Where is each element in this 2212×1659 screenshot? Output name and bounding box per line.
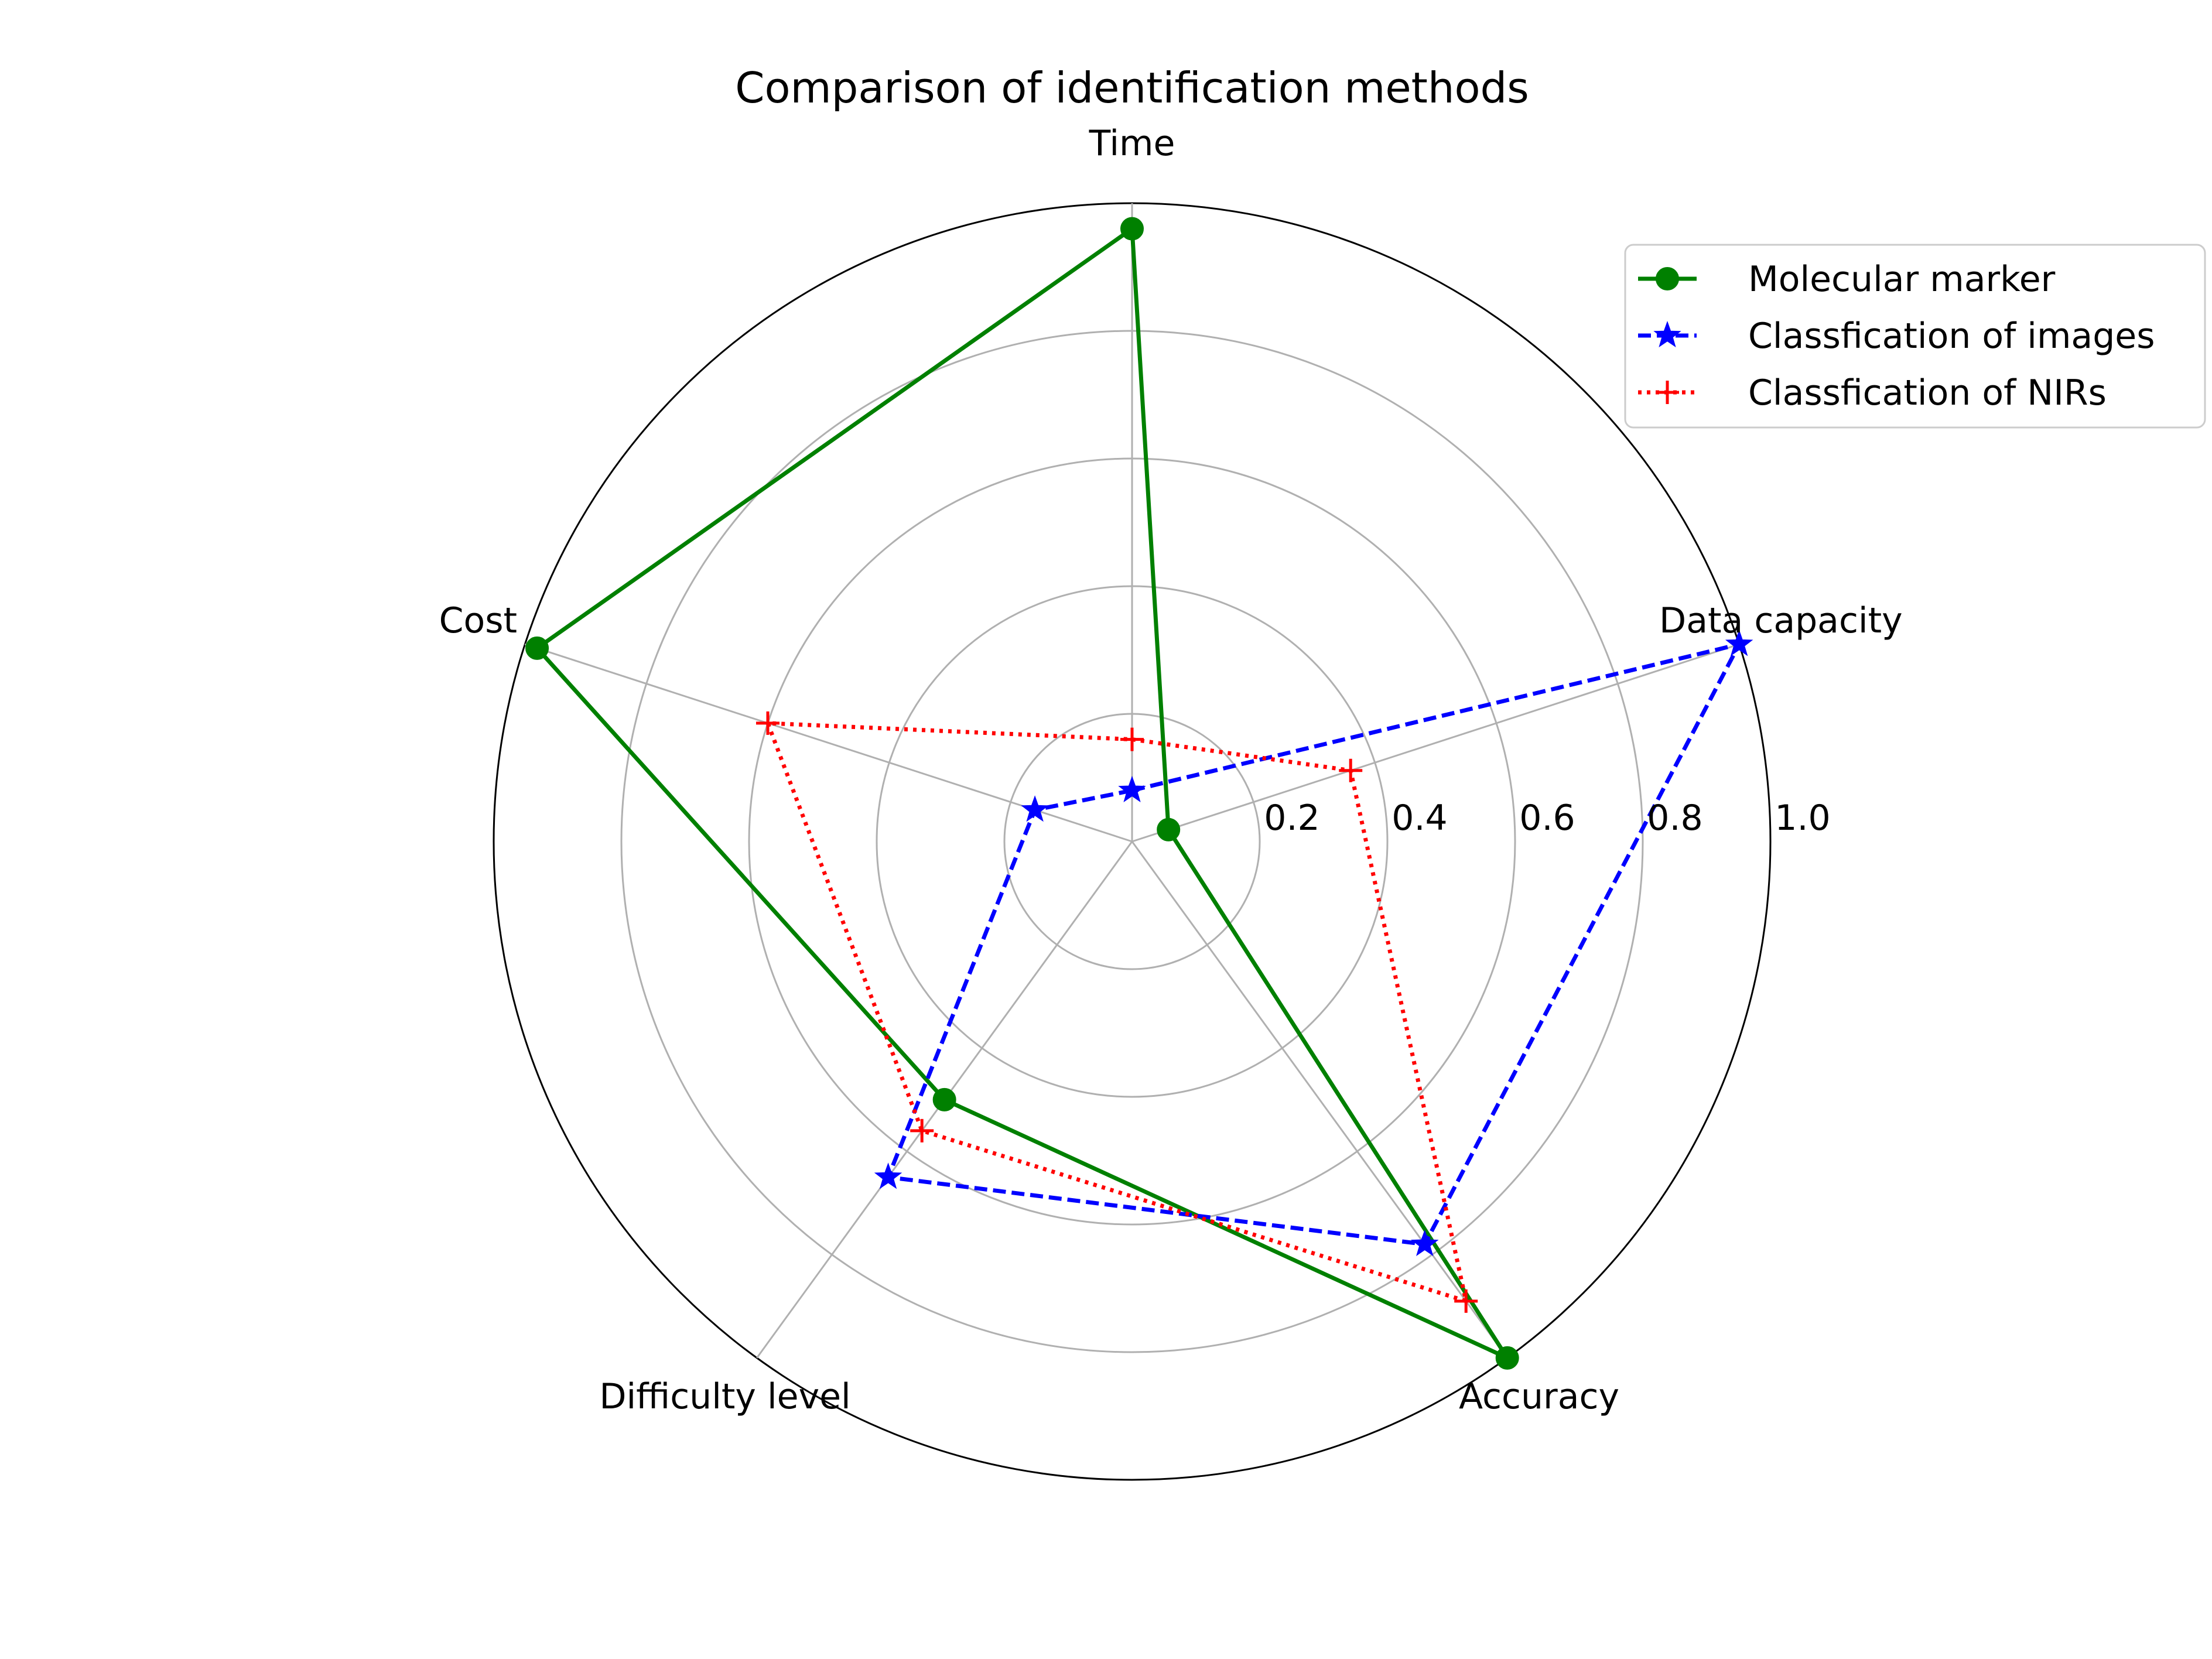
radial-tick-label: 0.6 [1519, 798, 1575, 839]
series-line [535, 227, 1510, 1360]
series-molecular-marker [525, 217, 1519, 1370]
category-label: Time [1089, 123, 1175, 164]
radial-tick-label: 0.8 [1647, 798, 1702, 839]
series-line [765, 721, 1468, 1304]
series-line [886, 642, 1742, 1247]
legend-entry: Classfication of NIRs [1638, 372, 2107, 413]
data-point [1118, 775, 1146, 802]
data-point [1021, 795, 1049, 822]
data-point [1410, 1229, 1439, 1257]
data-point [1339, 758, 1363, 782]
legend-entry: Molecular marker [1638, 259, 2056, 300]
radar-grid [493, 202, 1772, 1481]
legend-label: Classfication of images [1748, 316, 2155, 357]
legend-label: Classfication of NIRs [1748, 372, 2107, 413]
data-point [1454, 1289, 1478, 1313]
data-point [1656, 267, 1679, 290]
data-point [756, 711, 780, 735]
category-label: Difficulty level [599, 1376, 850, 1417]
data-point [1495, 1346, 1519, 1370]
legend-label: Molecular marker [1748, 259, 2056, 300]
category-label: Cost [439, 600, 517, 641]
data-point [874, 1162, 902, 1189]
data-point [1120, 217, 1144, 241]
chart-title: Comparison of identification methods [735, 63, 1529, 112]
data-point [1725, 630, 1753, 656]
category-labels: Time Data capacity Accuracy Difficulty leve… [439, 123, 1903, 1417]
grid-spoke [1131, 841, 1508, 1359]
data-point [1656, 381, 1679, 404]
radial-ticks: 0.2 0.4 0.6 0.8 1.0 [1264, 798, 1830, 839]
legend-entry: Classfication of images [1638, 316, 2155, 357]
data-point [932, 1087, 956, 1111]
data-point [1157, 817, 1181, 842]
data-point [910, 1118, 934, 1143]
radial-tick-label: 0.2 [1264, 798, 1319, 839]
grid-spoke [1131, 643, 1740, 843]
data-point [1120, 727, 1144, 751]
category-label: Data capacity [1659, 600, 1903, 641]
series-classfication-of-images [874, 630, 1753, 1257]
data-point [525, 636, 549, 660]
radar-series [525, 217, 1753, 1370]
data-point [1653, 321, 1681, 348]
series-classfication-of-nirs [756, 711, 1478, 1313]
radial-tick-label: 0.4 [1392, 798, 1447, 839]
category-label: Accuracy [1459, 1376, 1619, 1417]
legend-box [1624, 244, 2206, 429]
grid-spoke [524, 643, 1133, 843]
radial-tick-label: 1.0 [1775, 798, 1830, 839]
chart-legend: Molecular marker Classfication of images C… [1624, 244, 2206, 429]
